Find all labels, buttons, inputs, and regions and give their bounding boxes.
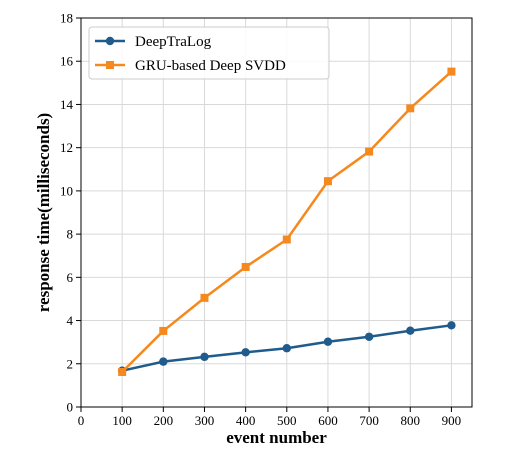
data-point [159, 357, 168, 366]
data-point [241, 348, 250, 357]
legend-label: DeepTraLog [135, 34, 212, 50]
x-tick-label: 300 [195, 413, 215, 428]
x-tick-label: 400 [236, 413, 256, 428]
data-point [364, 332, 374, 341]
data-point [447, 321, 456, 330]
y-tick-label: 6 [67, 270, 74, 285]
data-point [406, 326, 415, 335]
x-tick-label: 500 [277, 413, 297, 428]
x-tick-label: 600 [318, 413, 338, 428]
y-tick-label: 4 [67, 313, 74, 328]
y-tick-label: 14 [60, 97, 74, 112]
legend-label: GRU-based Deep SVDD [135, 58, 286, 74]
x-tick-label: 0 [78, 413, 85, 428]
legend: DeepTraLog GRU-based Deep SVDD [88, 26, 330, 80]
y-tick-label: 8 [67, 227, 74, 242]
data-point [406, 104, 415, 113]
data-point [200, 352, 209, 362]
data-point [282, 235, 291, 244]
series-0 [117, 321, 456, 375]
y-tick-label: 18 [60, 11, 73, 26]
data-point [323, 337, 333, 346]
legend-marker [106, 61, 114, 69]
data-point [200, 293, 209, 302]
y-tick-label: 2 [67, 356, 74, 371]
plot-frame [80, 17, 473, 408]
x-tick-label: 800 [401, 413, 421, 428]
y-tick-label: 10 [60, 183, 73, 198]
x-tick-label: 100 [112, 413, 132, 428]
axis-ticks: 0 100 200 300 400 500 600 700 800 900 0 2 4 6 8 10 12 14 1… [60, 11, 461, 429]
data-point [447, 67, 456, 76]
legend-entry: GRU-based Deep SVDD [95, 58, 286, 74]
data-point [241, 262, 250, 271]
x-axis-label: event number [226, 428, 327, 447]
x-tick-label: 700 [359, 413, 379, 428]
legend-marker [105, 36, 115, 46]
data-point [159, 326, 168, 335]
data-point [365, 147, 374, 156]
series-1 [118, 67, 456, 376]
x-tick-label: 200 [154, 413, 174, 428]
legend-box [88, 26, 330, 80]
y-tick-label: 0 [67, 400, 74, 415]
y-axis-label: response time(milliseconds) [34, 113, 53, 312]
series-lines [117, 67, 456, 376]
legend-entries: DeepTraLog GRU-based Deep SVDD [95, 34, 286, 74]
data-point [282, 344, 291, 353]
data-point [323, 177, 332, 186]
data-point [118, 367, 127, 376]
y-tick-label: 16 [60, 54, 74, 69]
y-tick-label: 12 [60, 140, 73, 155]
x-tick-label: 900 [442, 413, 462, 428]
legend-entry: DeepTraLog [95, 34, 212, 50]
